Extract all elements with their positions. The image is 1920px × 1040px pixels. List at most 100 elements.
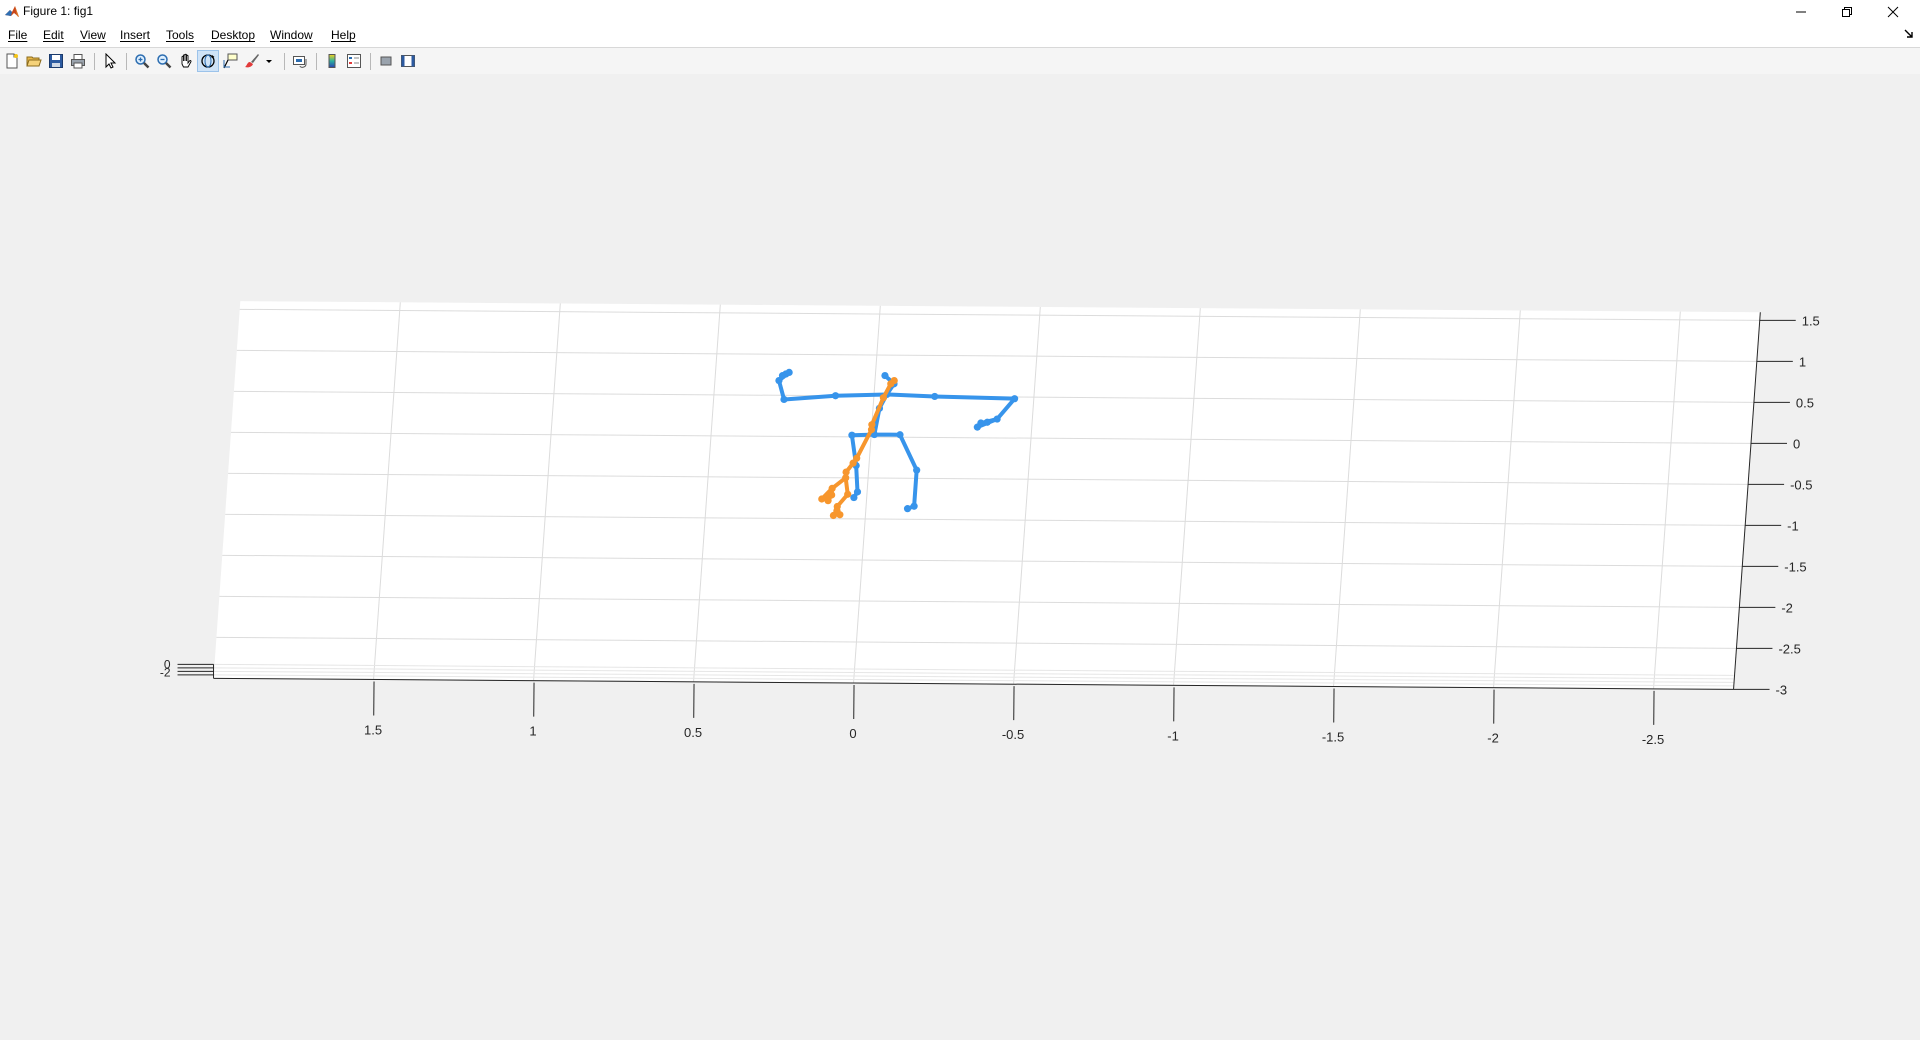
menu-insert[interactable]: Insert — [120, 28, 151, 42]
skeleton-bone — [833, 392, 889, 398]
menu-tools[interactable]: Tools — [166, 28, 195, 42]
x-grid-line — [1493, 310, 1521, 688]
skeleton-joint — [848, 431, 856, 439]
link-plot-icon — [293, 56, 307, 68]
skeleton-joint — [931, 392, 939, 401]
x-grid-line — [693, 304, 721, 682]
insert-colorbar-button[interactable] — [322, 51, 342, 71]
z-grid-line — [213, 674, 1734, 687]
z-tick-label: -2 — [160, 665, 171, 679]
skeleton-joint — [853, 488, 862, 496]
brush-options-button[interactable] — [264, 51, 274, 71]
hide-tools-icon — [380, 56, 392, 66]
skeleton-bone — [995, 396, 1017, 422]
rotate-icon — [201, 54, 215, 68]
hand-icon — [181, 53, 192, 68]
link-plot-button[interactable] — [290, 51, 310, 71]
x-tick-label: -1.5 — [1322, 730, 1344, 745]
skeleton-joint — [818, 495, 826, 503]
x-grid-line — [1653, 311, 1681, 689]
menu-edit[interactable]: Edit — [43, 28, 64, 42]
skeleton-joint — [849, 459, 857, 467]
skeleton-joint — [833, 506, 841, 515]
show-tools-icon — [401, 55, 415, 67]
zoom-out-button[interactable] — [154, 51, 174, 71]
skeleton-joint — [828, 491, 836, 499]
skeleton-bone — [869, 395, 886, 427]
skeleton-joint — [867, 426, 876, 434]
menu-help[interactable]: Help — [331, 28, 356, 42]
x-tick-label: -0.5 — [1002, 727, 1024, 742]
zoom-out-icon — [157, 54, 172, 69]
skeleton-joint — [896, 431, 904, 439]
restore-button[interactable] — [1824, 0, 1870, 23]
x-tick-label: -2 — [1487, 731, 1499, 746]
toolbar-separator — [316, 53, 317, 70]
y-tick-label: 1.5 — [1802, 313, 1820, 328]
x-tick-label: 0 — [849, 726, 856, 741]
skeleton-joint — [831, 392, 840, 400]
pointer-icon — [105, 53, 117, 69]
y-grid-line — [228, 472, 1749, 485]
skeleton-joint — [780, 395, 788, 404]
menu-desktop[interactable]: Desktop — [211, 28, 256, 42]
skeleton-joint — [887, 380, 895, 388]
skeleton-bone — [912, 468, 919, 509]
skeleton-bone — [932, 394, 1017, 401]
data-cursor-button[interactable] — [220, 51, 240, 71]
skeleton-bone — [884, 392, 937, 399]
print-figure-button[interactable] — [68, 51, 88, 71]
x-tick-label: -1 — [1167, 728, 1179, 743]
window-title: Figure 1: fig1 — [23, 4, 94, 18]
zoom-in-button[interactable] — [132, 51, 152, 71]
pan-button[interactable] — [176, 51, 196, 71]
minimize-button[interactable] — [1778, 0, 1824, 23]
y-tick-label: -1 — [1787, 518, 1799, 533]
skeleton-bone — [854, 463, 860, 494]
y-tick-label: -3 — [1776, 682, 1788, 697]
skeleton-joint — [842, 474, 850, 482]
x-tick-label: 1.5 — [364, 722, 382, 737]
new-figure-button[interactable] — [2, 51, 22, 71]
y-grid-line — [216, 636, 1737, 649]
z-grid-line — [213, 667, 1734, 680]
edit-plot-button[interactable] — [100, 51, 120, 71]
brush-button[interactable] — [242, 51, 262, 71]
hide-plot-tools-button[interactable] — [376, 51, 396, 71]
legend-icon — [347, 54, 361, 68]
x-tick-label: 0.5 — [684, 725, 702, 740]
matlab-logo-icon — [5, 6, 19, 17]
x-grid-line — [853, 305, 881, 684]
skeleton-joint — [881, 371, 889, 380]
toolbar-separator — [94, 53, 95, 70]
figure-canvas[interactable]: 1.5 1 0.5 0 -0.5 -1 -1.5 -2 -2.5 1.5 1 0.5 0 -0.5 -1 -1… — [0, 74, 1920, 1040]
menu-file[interactable]: File — [8, 28, 28, 42]
skeleton-joint — [983, 418, 991, 426]
x-tick-label: -2.5 — [1642, 732, 1664, 747]
save-figure-button[interactable] — [46, 51, 66, 71]
window-title-bar: Figure 1: fig1 — [0, 0, 1920, 23]
restore-icon — [1842, 7, 1852, 17]
z-grid-line — [213, 663, 1734, 676]
show-plot-tools-button[interactable] — [398, 51, 418, 71]
3d-skeleton-plot[interactable]: 1.5 1 0.5 0 -0.5 -1 -1.5 -2 -2.5 1.5 1 0.5 0 -0.5 -1 -1… — [0, 74, 1920, 1040]
z-grid-line — [213, 670, 1734, 683]
save-icon — [49, 54, 63, 68]
y-tick-label: 1 — [1799, 354, 1806, 369]
skeleton-joint — [850, 493, 858, 502]
rotate-3d-button[interactable] — [197, 50, 219, 72]
skeleton-joint — [910, 502, 918, 510]
data-cursor-icon — [223, 53, 238, 69]
dock-arrow-icon[interactable] — [1904, 29, 1914, 39]
x-axis-line — [213, 677, 1734, 690]
x-grid-line — [533, 303, 561, 681]
skeleton-bone — [782, 393, 838, 402]
menu-view[interactable]: View — [80, 28, 106, 42]
minimize-icon — [1796, 11, 1806, 13]
skeleton-bone — [897, 432, 919, 473]
insert-legend-button[interactable] — [344, 51, 364, 71]
close-button[interactable] — [1870, 0, 1916, 23]
y-tick-label: -1.5 — [1784, 559, 1806, 574]
open-file-button[interactable] — [24, 51, 44, 71]
menu-window[interactable]: Window — [270, 28, 313, 42]
